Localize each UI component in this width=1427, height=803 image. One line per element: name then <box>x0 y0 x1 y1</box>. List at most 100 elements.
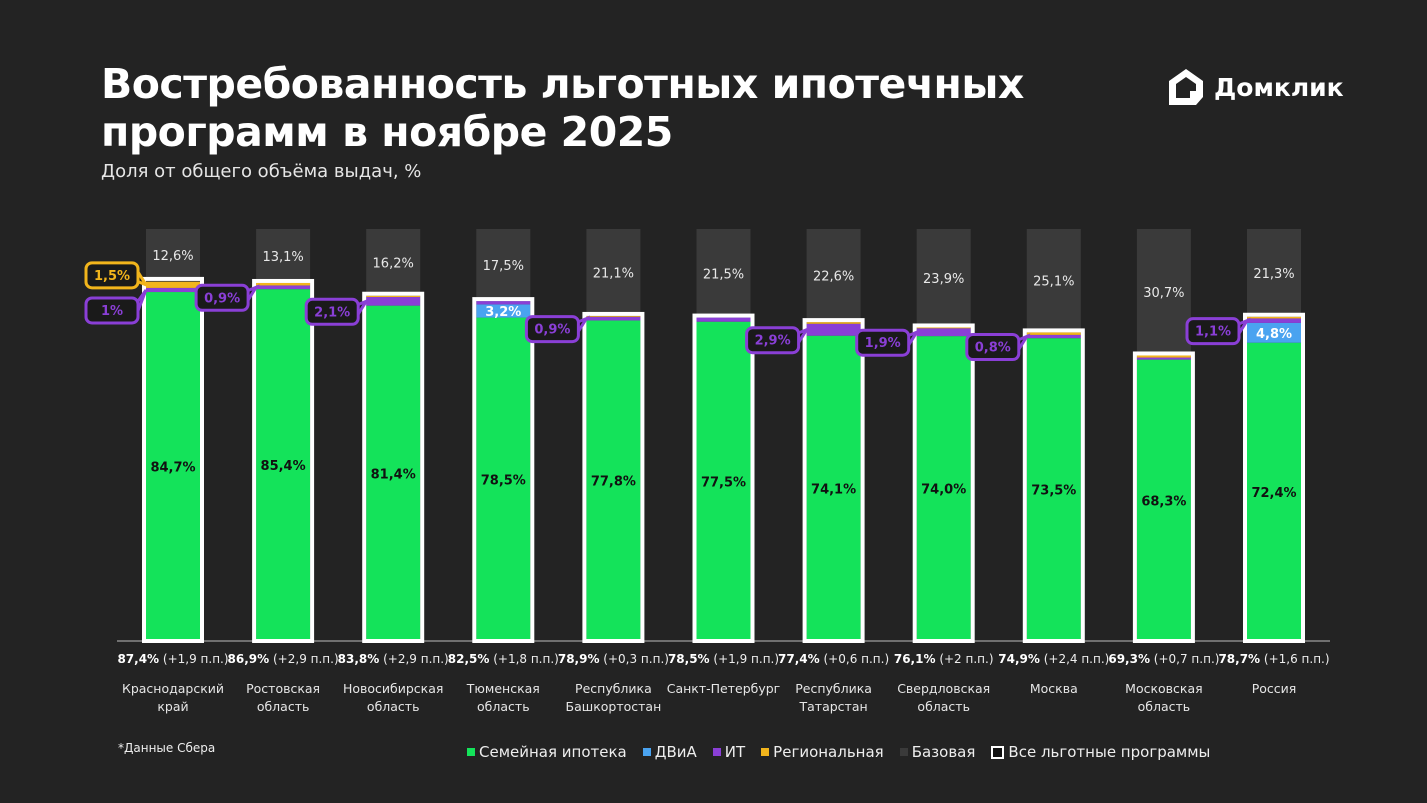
total-change: (+1,8 п.п.) <box>489 652 558 666</box>
label-family: 74,0% <box>921 483 966 498</box>
callout-it-box <box>965 333 1021 362</box>
label-family: 84,7% <box>150 461 195 476</box>
label-total: 83,8% (+2,9 п.п.) <box>338 652 449 666</box>
callout-it-box <box>84 296 140 325</box>
callout-it: 0,9% <box>534 323 570 338</box>
bar-family <box>1026 338 1081 641</box>
category-label: край <box>157 699 188 714</box>
bar-regional <box>1136 355 1191 358</box>
category-label: Москва <box>1030 681 1078 696</box>
title-line-2: программ в ноябре 2025 <box>101 108 673 156</box>
label-total: 74,9% (+2,4 п.п.) <box>998 652 1109 666</box>
subtitle: Доля от общего объёма выдач, % <box>101 161 422 182</box>
category-label: Краснодарский <box>122 681 224 696</box>
bar-family <box>696 321 751 641</box>
label-family: 78,5% <box>481 473 526 488</box>
bar-regional <box>586 315 641 317</box>
bar-it <box>476 301 531 305</box>
category-label: область <box>477 699 530 714</box>
legend-label: Все льготные программы <box>1008 743 1211 761</box>
legend-item-dvia: ДВиА <box>642 743 697 761</box>
callout-it: 1% <box>101 304 123 319</box>
label-family: 77,8% <box>591 475 636 490</box>
bar-all-programs-outline <box>1243 312 1305 643</box>
bar-all-programs-outline <box>252 278 315 643</box>
legend-item-family: Семейная ипотека <box>467 743 627 761</box>
callout-it-box <box>194 283 250 312</box>
category-label: область <box>367 699 420 714</box>
total-change: (+0,3 п.п.) <box>599 652 668 666</box>
bar-regional <box>366 295 421 297</box>
bar-regional <box>806 322 861 324</box>
legend-item-all: Все льготные программы <box>991 743 1210 761</box>
footnote: *Данные Сбера <box>118 741 216 755</box>
label-total: 78,5% (+1,9 п.п.) <box>668 652 779 666</box>
domclick-logo: Домклик <box>1166 67 1344 107</box>
label-base: 21,5% <box>703 267 744 282</box>
label-base: 22,6% <box>813 270 854 285</box>
total-value: 82,5% <box>448 652 490 666</box>
label-base: 21,3% <box>1253 267 1294 282</box>
title-line-1: Востребованность льготных ипотечных <box>101 60 1024 108</box>
label-base: 25,1% <box>1033 275 1074 290</box>
house-icon <box>1169 69 1203 105</box>
bar-it <box>586 316 641 321</box>
total-change: (+1,9 п.п.) <box>710 652 779 666</box>
category-label: область <box>917 699 970 714</box>
bar-it <box>1247 318 1301 323</box>
bar-regional <box>1026 332 1081 335</box>
legend-swatch <box>761 748 770 756</box>
category-label: Тюменская <box>466 681 540 696</box>
bar-all-programs-outline <box>1132 351 1195 643</box>
callout-it: 0,9% <box>204 291 240 306</box>
legend-item-regional: Региональная <box>761 743 884 761</box>
bar-regional <box>146 281 200 288</box>
callout-it: 1,1% <box>1195 325 1231 340</box>
label-total: 78,9% (+0,3 п.п.) <box>558 652 669 666</box>
total-value: 87,4% <box>117 652 159 666</box>
category-label: Башкортостан <box>566 699 662 714</box>
total-value: 78,9% <box>558 652 600 666</box>
category-label: Россия <box>1252 681 1297 696</box>
total-change: (+1,6 п.п.) <box>1260 652 1329 666</box>
bar-it <box>1136 357 1191 360</box>
bar-family <box>476 317 531 641</box>
total-change: (+2,9 п.п.) <box>379 652 448 666</box>
label-total: 82,5% (+1,8 п.п.) <box>448 652 559 666</box>
label-base: 23,9% <box>923 272 964 287</box>
bar-regional <box>1247 316 1301 319</box>
bar-all-programs-outline <box>142 276 204 643</box>
label-total: 86,9% (+2,9 п.п.) <box>228 652 339 666</box>
bar-dvia <box>1247 322 1301 343</box>
bar-it <box>1026 334 1081 339</box>
label-dvia: 4,8% <box>1256 327 1292 342</box>
label-family: 81,4% <box>371 467 416 482</box>
legend-label: ДВиА <box>654 743 697 761</box>
legend-label: Региональная <box>773 743 884 761</box>
label-base: 16,2% <box>373 256 414 271</box>
callout-it-box <box>304 297 360 326</box>
label-total: 87,4% (+1,9 п.п.) <box>117 652 228 666</box>
label-family: 77,5% <box>701 475 746 490</box>
total-value: 78,5% <box>668 652 710 666</box>
bar-regional <box>916 327 971 329</box>
bar-family <box>806 335 861 641</box>
label-base: 13,1% <box>262 250 303 265</box>
bar-all-programs-outline <box>582 311 645 643</box>
bar-dvia <box>476 304 531 318</box>
logo-text: Домклик <box>1214 72 1344 102</box>
bar-all-programs-outline <box>692 313 755 643</box>
bar-family <box>1247 342 1301 641</box>
bar-all-programs-outline <box>802 318 865 643</box>
total-change: (+2 п.п.) <box>936 652 994 666</box>
legend-swatch <box>899 748 908 756</box>
category-label: Новосибирская <box>343 681 443 696</box>
callout-it: 1,9% <box>865 336 901 351</box>
total-change: (+0,6 п.п.) <box>820 652 889 666</box>
bar-family <box>916 336 971 641</box>
category-label: область <box>257 699 310 714</box>
page-title: Востребованность льготных ипотечных прог… <box>101 60 1024 156</box>
total-value: 77,4% <box>778 652 820 666</box>
legend-swatch <box>467 748 475 756</box>
category-label: Свердловская <box>897 681 990 696</box>
